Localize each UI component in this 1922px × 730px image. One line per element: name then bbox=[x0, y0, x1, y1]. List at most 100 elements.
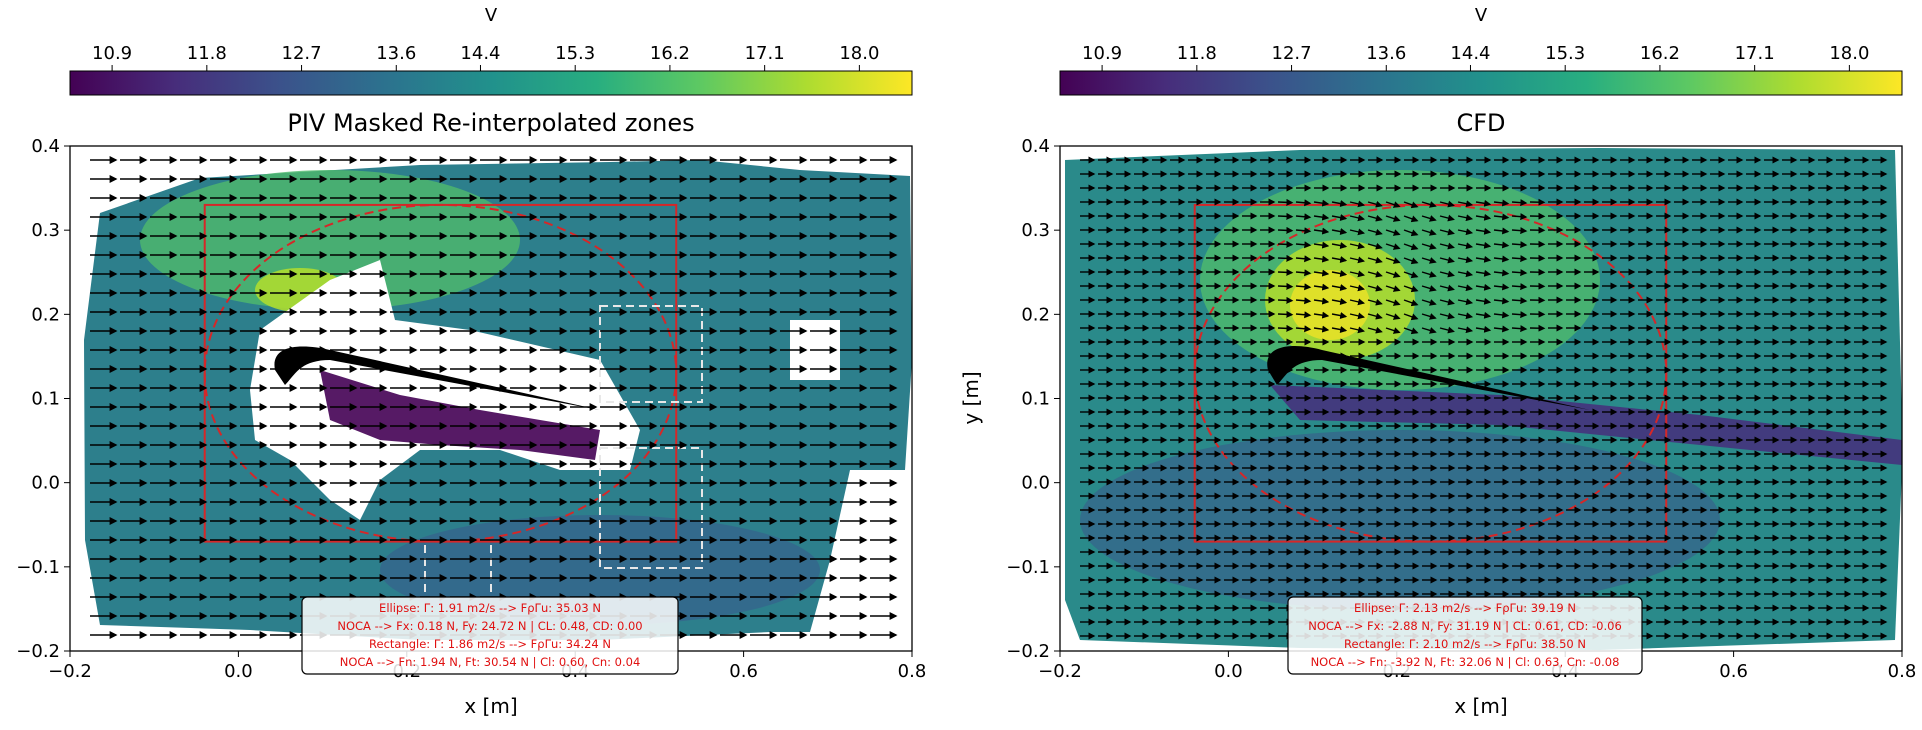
velocity-arrow bbox=[1421, 327, 1437, 334]
colorbar-ticks: 10.9 11.8 12.7 13.6 14.4 15.3 16.2 17.1 18.0 bbox=[92, 43, 879, 71]
colorbar-tick-label: 14.4 bbox=[1450, 43, 1490, 64]
plot-title: PIV Masked Re-interpolated zones bbox=[287, 109, 694, 137]
colorbar-tick-label: 11.8 bbox=[187, 43, 227, 64]
x-tick-label: 0.6 bbox=[1719, 661, 1748, 682]
velocity-arrow bbox=[1295, 269, 1312, 277]
velocity-arrow bbox=[1367, 242, 1383, 250]
velocity-arrow bbox=[1349, 242, 1366, 250]
velocity-arrow bbox=[1367, 256, 1383, 264]
velocity-vectors bbox=[1080, 156, 1888, 640]
colorbar-label: V bbox=[1475, 5, 1488, 26]
velocity-arrow bbox=[1331, 256, 1348, 263]
colorbar-tick-label: 17.1 bbox=[745, 43, 785, 64]
y-tick-label: −0.2 bbox=[16, 641, 60, 662]
colorbar-tick-label: 15.3 bbox=[555, 43, 595, 64]
velocity-arrow bbox=[1421, 285, 1437, 292]
velocity-arrow bbox=[1313, 283, 1330, 291]
x-tick-label: 0.6 bbox=[729, 661, 758, 682]
velocity-arrow bbox=[1277, 310, 1294, 318]
velocity-arrow bbox=[1439, 242, 1455, 250]
mask-box bbox=[599, 447, 703, 569]
velocity-arrow bbox=[1475, 227, 1492, 235]
velocity-arrow bbox=[1367, 270, 1383, 278]
velocity-arrow bbox=[1349, 200, 1366, 208]
colorbar-tick-label: 10.9 bbox=[92, 43, 132, 64]
wake-zone bbox=[1270, 385, 1902, 465]
velocity-arrow bbox=[1439, 298, 1455, 306]
annotation-line: NOCA --> Fn: -3.92 N, Ft: 32.06 N | Cl: … bbox=[1311, 655, 1620, 669]
velocity-arrow bbox=[1313, 255, 1330, 263]
velocity-arrow bbox=[1313, 269, 1330, 277]
x-axis-label: x [m] bbox=[1454, 694, 1507, 718]
velocity-arrow bbox=[1367, 312, 1383, 320]
velocity-arrow bbox=[1439, 270, 1455, 278]
velocity-arrow bbox=[1331, 326, 1348, 333]
cfd-panel: V 10.9 11.8 12.7 13.6 14.4 15.3 16.2 17.1 18.0 C… bbox=[959, 5, 1916, 718]
x-tick-label: 0.8 bbox=[898, 661, 927, 682]
y-tick-label: 0.3 bbox=[31, 220, 60, 241]
velocity-arrow bbox=[1493, 325, 1510, 333]
velocity-arrow bbox=[1493, 241, 1510, 249]
y-tick-label: −0.1 bbox=[1006, 557, 1050, 578]
velocity-arrow bbox=[1439, 326, 1455, 334]
x-tick-label: −0.2 bbox=[48, 661, 92, 682]
velocity-arrow bbox=[1421, 257, 1437, 264]
velocity-arrow bbox=[1313, 311, 1330, 319]
velocity-arrow bbox=[1385, 243, 1401, 250]
velocity-arrow bbox=[1421, 243, 1437, 250]
velocity-arrow bbox=[1385, 327, 1401, 334]
velocity-vectors bbox=[90, 156, 898, 639]
velocity-arrow bbox=[1421, 271, 1437, 278]
velocity-arrow bbox=[1277, 226, 1294, 234]
velocity-arrow bbox=[1295, 283, 1312, 291]
velocity-arrow bbox=[1295, 311, 1312, 319]
colorbar-ticks: 10.9 11.8 12.7 13.6 14.4 15.3 16.2 17.1 18.0 bbox=[1082, 43, 1869, 71]
y-tick-label: −0.1 bbox=[16, 557, 60, 578]
velocity-arrow bbox=[1385, 215, 1401, 222]
velocity-arrow bbox=[1511, 213, 1528, 221]
colorbar: V 10.9 11.8 12.7 13.6 14.4 15.3 16.2 17.1 18.0 bbox=[1059, 5, 1903, 96]
velocity-arrow bbox=[1277, 282, 1294, 290]
colorbar-tick-label: 18.0 bbox=[1829, 43, 1869, 64]
x-tick-label: 0.8 bbox=[1888, 661, 1917, 682]
annotation-line: Rectangle: Γ: 1.86 m2/s --> FρΓu: 34.24 … bbox=[369, 637, 611, 651]
velocity-arrow bbox=[1511, 241, 1528, 249]
velocity-arrow bbox=[1349, 256, 1366, 264]
velocity-arrow bbox=[1403, 257, 1419, 265]
velocity-arrow bbox=[1295, 255, 1312, 263]
velocity-arrow bbox=[1493, 297, 1510, 305]
colorbar-bar bbox=[1059, 70, 1903, 96]
velocity-arrow bbox=[1439, 256, 1455, 264]
velocity-arrow bbox=[1511, 325, 1528, 333]
velocity-arrow bbox=[1457, 270, 1474, 278]
velocity-arrow bbox=[1277, 296, 1294, 304]
colorbar-tick-label: 13.6 bbox=[376, 43, 416, 64]
velocity-arrow bbox=[1349, 312, 1366, 320]
y-tick-label: 0.1 bbox=[31, 389, 60, 410]
plot-title: CFD bbox=[1456, 109, 1505, 137]
x-tick-label: −0.2 bbox=[1038, 661, 1082, 682]
annotation-line: Ellipse: Γ: 2.13 m2/s --> FρΓu: 39.19 N bbox=[1354, 601, 1576, 615]
velocity-arrow bbox=[1439, 228, 1455, 236]
velocity-arrow bbox=[1295, 325, 1312, 333]
velocity-arrow bbox=[1385, 313, 1401, 320]
mask-box bbox=[599, 305, 703, 403]
velocity-arrow bbox=[1403, 243, 1419, 251]
velocity-arrow bbox=[1475, 325, 1492, 333]
velocity-arrow bbox=[1403, 215, 1419, 223]
velocity-field bbox=[1065, 148, 1902, 650]
colorbar-tick-label: 13.6 bbox=[1366, 43, 1406, 64]
colorbar-tick-label: 14.4 bbox=[460, 43, 500, 64]
velocity-arrow bbox=[1331, 200, 1348, 207]
y-axis-ticks: −0.2 −0.1 0.0 0.1 0.2 0.3 0.4 bbox=[1006, 136, 1060, 662]
velocity-arrow bbox=[1385, 285, 1401, 292]
velocity-arrow bbox=[1331, 242, 1348, 249]
velocity-arrow bbox=[1385, 271, 1401, 278]
velocity-arrow bbox=[1295, 227, 1312, 235]
velocity-arrow bbox=[1439, 200, 1455, 208]
velocity-arrow bbox=[1403, 327, 1419, 335]
y-tick-label: 0.0 bbox=[1021, 473, 1050, 494]
velocity-arrow bbox=[1331, 284, 1348, 291]
annotation-box: Ellipse: Γ: 1.91 m2/s --> FρΓu: 35.03 N … bbox=[301, 596, 679, 675]
y-tick-label: 0.1 bbox=[1021, 389, 1050, 410]
